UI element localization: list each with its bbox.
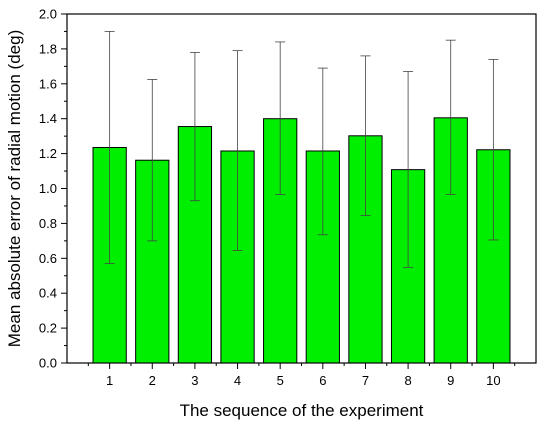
y-tick-label: 0.8 xyxy=(39,216,57,231)
x-tick-label: 8 xyxy=(404,373,411,388)
y-tick-label: 1.8 xyxy=(39,41,57,56)
x-tick-label: 1 xyxy=(106,373,113,388)
y-tick-label: 0.6 xyxy=(39,251,57,266)
bars-group xyxy=(92,117,511,364)
x-axis-title: The sequence of the experiment xyxy=(180,401,424,420)
x-tick-label: 7 xyxy=(362,373,369,388)
y-tick-label: 1.0 xyxy=(39,181,57,196)
error-bar-3 xyxy=(189,51,200,202)
error-bar-9 xyxy=(445,39,456,196)
y-tick-label: 2.0 xyxy=(39,7,57,22)
x-tick-label: 6 xyxy=(319,373,326,388)
bar-4 xyxy=(220,150,255,364)
error-bar-5 xyxy=(275,41,286,196)
error-bar-4 xyxy=(232,50,243,251)
y-tick-label: 1.4 xyxy=(39,111,57,126)
error-bar-7 xyxy=(360,55,371,216)
y-axis-title: Mean absolute error of radial motion (de… xyxy=(5,30,24,348)
error-bar-6 xyxy=(317,67,328,236)
y-tick-label: 0.0 xyxy=(39,356,57,371)
y-tick-label: 0.4 xyxy=(39,286,57,301)
x-tick-label: 2 xyxy=(149,373,156,388)
x-tick-label: 9 xyxy=(447,373,454,388)
y-tick-label: 1.2 xyxy=(39,146,57,161)
error-bar-1 xyxy=(104,31,115,264)
x-tick-label: 4 xyxy=(234,373,241,388)
y-axis: 0.0 0.2 0.4 0.6 0.8 1.0 1.2 1.4 1.6 1.8 2.0 xyxy=(39,7,67,371)
x-tick-label: 10 xyxy=(486,373,500,388)
error-bars-group xyxy=(104,31,499,268)
error-bar-8 xyxy=(403,71,414,268)
error-bar-10 xyxy=(488,58,499,241)
error-bar-2 xyxy=(147,79,158,242)
y-tick-label: 1.6 xyxy=(39,76,57,91)
x-axis: 1 2 3 4 5 6 7 8 9 10 xyxy=(87,363,516,388)
y-tick-label: 0.2 xyxy=(39,321,57,336)
x-tick-label: 3 xyxy=(191,373,198,388)
x-tick-label: 5 xyxy=(277,373,284,388)
